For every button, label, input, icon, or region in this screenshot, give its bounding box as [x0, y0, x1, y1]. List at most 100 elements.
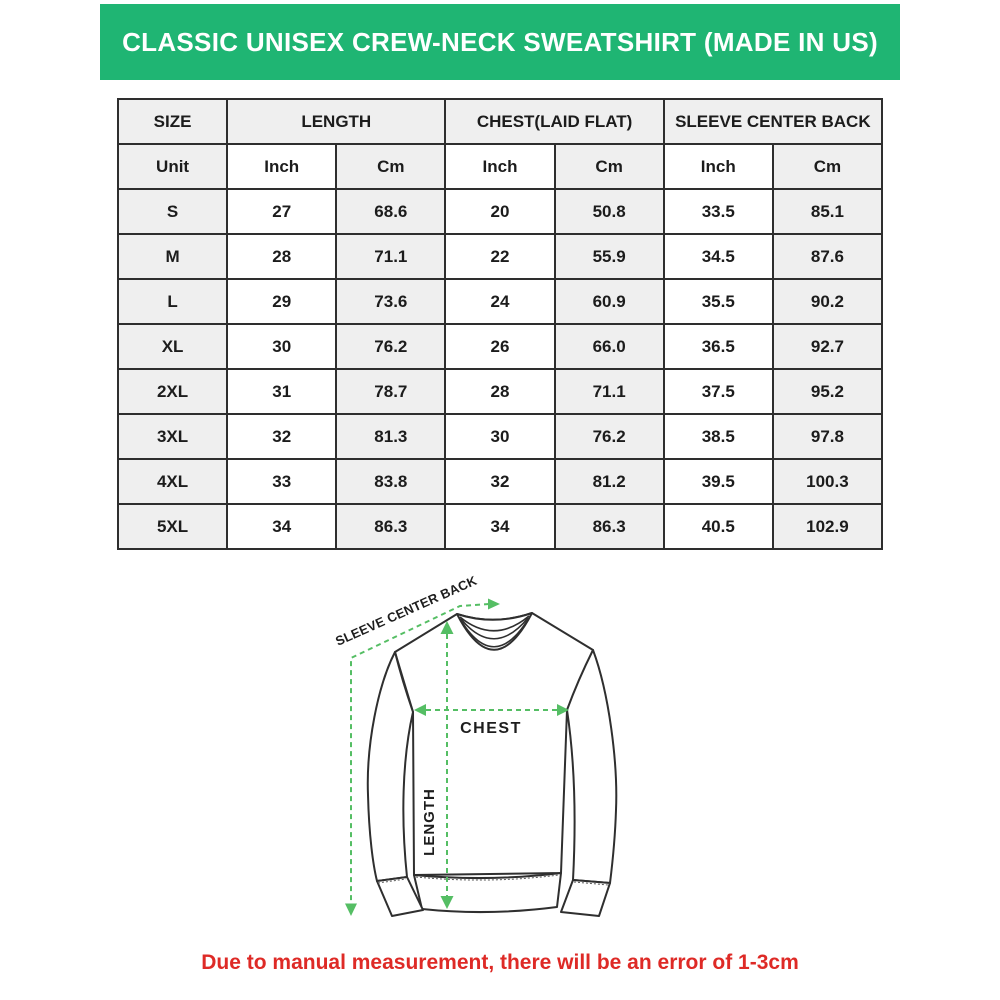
length-label: LENGTH: [421, 788, 438, 856]
value-cell: 85.1: [771, 188, 884, 235]
sleeve-center-back-arrow-line: [350, 603, 490, 902]
value-cell: 29: [226, 278, 338, 325]
value-cell: 86.3: [553, 503, 665, 550]
value-cell: 71.1: [553, 368, 665, 415]
value-cell: 81.2: [553, 458, 665, 505]
value-cell: 33: [226, 458, 338, 505]
value-cell: 90.2: [771, 278, 884, 325]
value-cell: 102.9: [771, 503, 884, 550]
value-cell: 87.6: [771, 233, 884, 280]
value-cell: 38.5: [662, 413, 774, 460]
value-cell: 24: [444, 278, 556, 325]
value-cell: 60.9: [553, 278, 665, 325]
value-cell: 50.8: [553, 188, 665, 235]
size-cell: 2XL: [116, 368, 229, 415]
value-cell: 32: [226, 413, 338, 460]
table-row-2xl: 2XL 31 78.7 28 71.1 37.5 95.2: [116, 368, 884, 415]
value-cell: 40.5: [662, 503, 774, 550]
table-row-s: S 27 68.6 20 50.8 33.5 85.1: [116, 188, 884, 235]
value-cell: 95.2: [771, 368, 884, 415]
value-cell: 37.5: [662, 368, 774, 415]
arrowhead-down: [345, 903, 357, 916]
table-body: S 27 68.6 20 50.8 33.5 85.1 M 28 71.1 22…: [116, 188, 884, 550]
value-cell: 30: [444, 413, 556, 460]
value-cell: 34: [444, 503, 556, 550]
value-cell: 20: [444, 188, 556, 235]
arrowhead-right: [557, 704, 569, 716]
value-cell: 78.7: [335, 368, 447, 415]
value-cell: 30: [226, 323, 338, 370]
value-cell: 28: [226, 233, 338, 280]
value-cell: 39.5: [662, 458, 774, 505]
arrowhead-down: [440, 896, 454, 909]
value-cell: 81.3: [335, 413, 447, 460]
arrowhead-right: [488, 598, 500, 610]
unit-label-cell: Unit: [116, 143, 229, 190]
table-row-m: M 28 71.1 22 55.9 34.5 87.6: [116, 233, 884, 280]
page-title: CLASSIC UNISEX CREW-NECK SWEATSHIRT (MAD…: [122, 26, 878, 57]
measurement-arrows: [350, 603, 557, 902]
unit-cell-inch: Inch: [444, 143, 556, 190]
arrowheads: [345, 598, 569, 916]
sweatshirt-body-outline: [366, 612, 618, 917]
collar-ribs: [459, 615, 530, 648]
right-cuff: [560, 879, 611, 917]
size-cell: M: [116, 233, 229, 280]
value-cell: 71.1: [335, 233, 447, 280]
hem-band: [413, 872, 562, 914]
value-cell: 33.5: [662, 188, 774, 235]
value-cell: 92.7: [771, 323, 884, 370]
value-cell: 34: [226, 503, 338, 550]
col-header-chest: CHEST(LAID FLAT): [444, 98, 665, 145]
value-cell: 28: [444, 368, 556, 415]
sweatshirt-drawing: SLEEVE CENTER BACK CHEST LENGTH: [333, 573, 618, 917]
size-cell: 4XL: [116, 458, 229, 505]
left-cuff: [376, 876, 424, 917]
value-cell: 100.3: [771, 458, 884, 505]
value-cell: 32: [444, 458, 556, 505]
measurement-note: Due to manual measurement, there will be…: [201, 951, 799, 974]
value-cell: 97.8: [771, 413, 884, 460]
table-row-4xl: 4XL 33 83.8 32 81.2 39.5 100.3: [116, 458, 884, 505]
col-header-size: SIZE: [116, 98, 229, 145]
unit-cell-cm: Cm: [771, 143, 884, 190]
value-cell: 35.5: [662, 278, 774, 325]
value-cell: 27: [226, 188, 338, 235]
table-row-5xl: 5XL 34 86.3 34 86.3 40.5 102.9: [116, 503, 884, 550]
unit-cell-inch: Inch: [226, 143, 338, 190]
size-chart-table: SIZE LENGTH CHEST(LAID FLAT) SLEEVE CENT…: [116, 98, 884, 550]
table-header: SIZE LENGTH CHEST(LAID FLAT) SLEEVE CENT…: [116, 98, 884, 190]
unit-cell-cm: Cm: [335, 143, 447, 190]
value-cell: 68.6: [335, 188, 447, 235]
unit-cell-cm: Cm: [553, 143, 665, 190]
col-header-length: LENGTH: [226, 98, 447, 145]
value-cell: 31: [226, 368, 338, 415]
size-cell: L: [116, 278, 229, 325]
chest-label: CHEST: [460, 720, 522, 737]
value-cell: 76.2: [335, 323, 447, 370]
value-cell: 66.0: [553, 323, 665, 370]
arrowhead-left: [414, 704, 426, 716]
value-cell: 22: [444, 233, 556, 280]
size-cell: 3XL: [116, 413, 229, 460]
value-cell: 76.2: [553, 413, 665, 460]
col-header-sleeve: SLEEVE CENTER BACK: [662, 98, 884, 145]
value-cell: 34.5: [662, 233, 774, 280]
table-row-xl: XL 30 76.2 26 66.0 36.5 92.7: [116, 323, 884, 370]
value-cell: 26: [444, 323, 556, 370]
arrowhead-up: [440, 621, 454, 634]
value-cell: 73.6: [335, 278, 447, 325]
table-unit-row: Unit Inch Cm Inch Cm Inch Cm: [116, 143, 884, 190]
table-row-l: L 29 73.6 24 60.9 35.5 90.2: [116, 278, 884, 325]
table-row-3xl: 3XL 32 81.3 30 76.2 38.5 97.8: [116, 413, 884, 460]
sweatshirt-diagram: SLEEVE CENTER BACK CHEST LENGTH: [330, 573, 670, 930]
size-cell: S: [116, 188, 229, 235]
value-cell: 36.5: [662, 323, 774, 370]
size-cell: XL: [116, 323, 229, 370]
seam-stitching: [377, 874, 609, 886]
size-cell: 5XL: [116, 503, 229, 550]
title-banner: CLASSIC UNISEX CREW-NECK SWEATSHIRT (MAD…: [100, 4, 900, 80]
table-group-header-row: SIZE LENGTH CHEST(LAID FLAT) SLEEVE CENT…: [116, 98, 884, 145]
value-cell: 55.9: [553, 233, 665, 280]
